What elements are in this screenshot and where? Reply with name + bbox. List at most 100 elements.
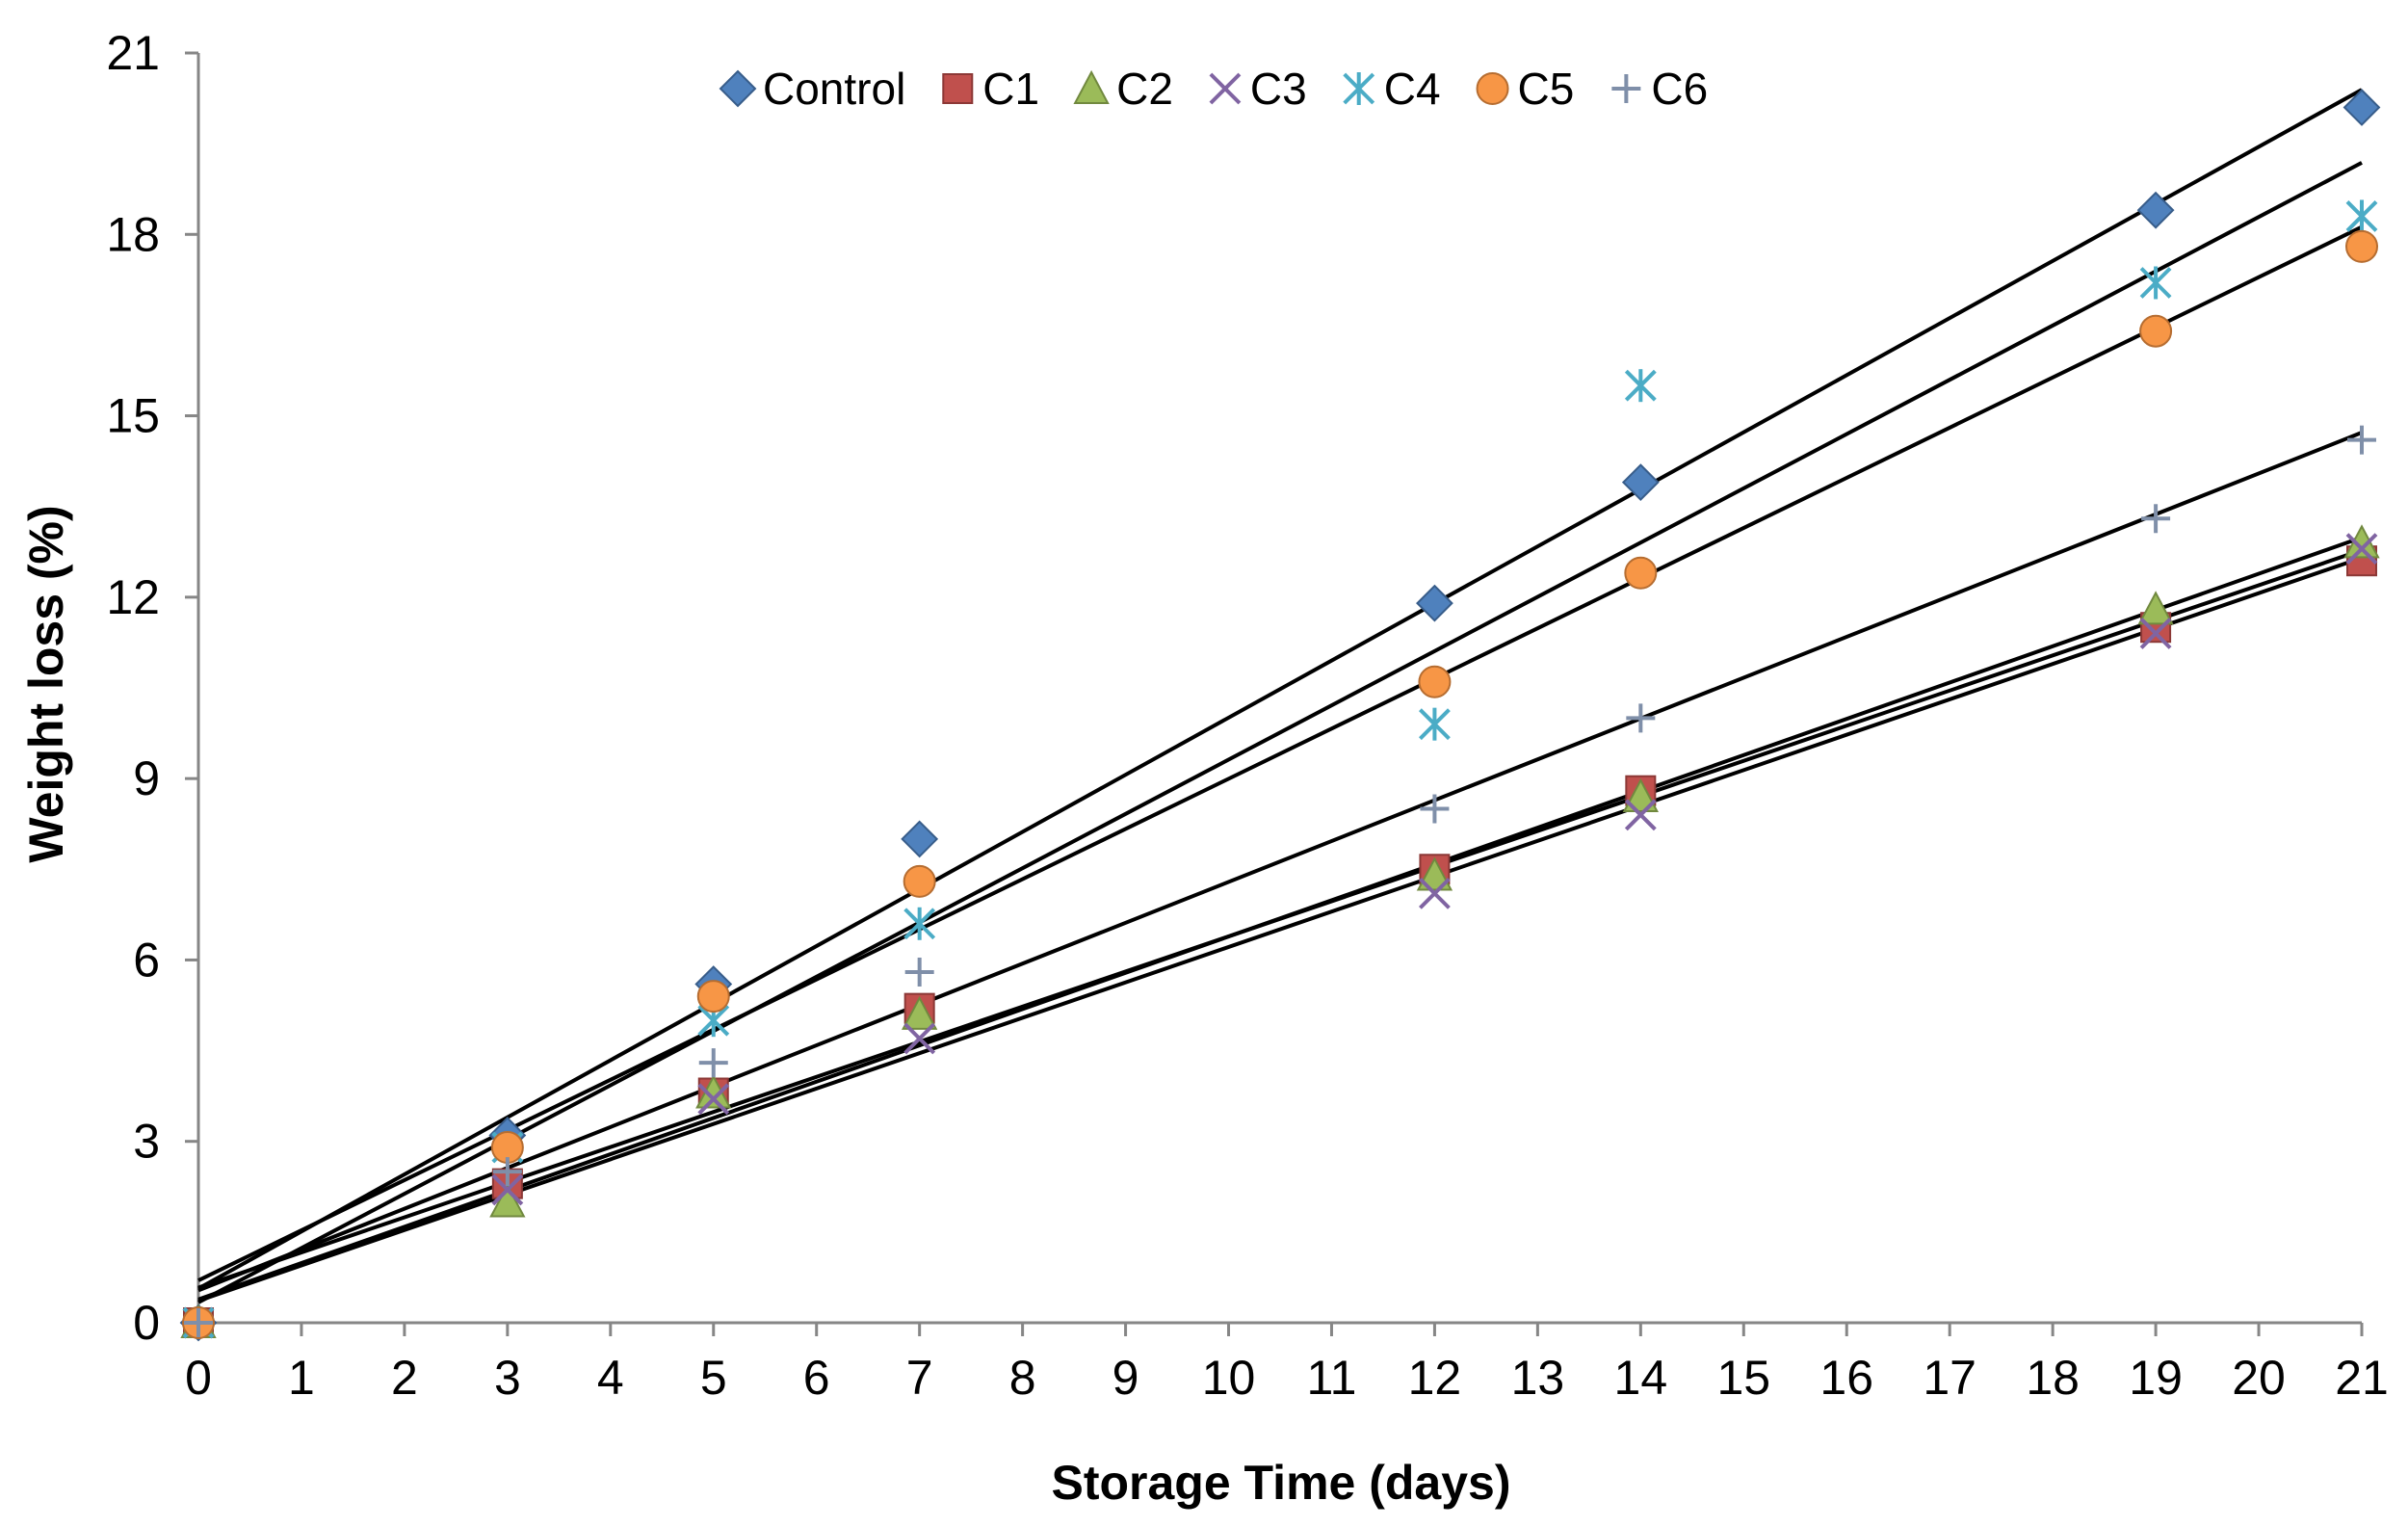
y-axis-title: Weight loss (%) xyxy=(19,505,73,862)
legend-label: C3 xyxy=(1250,64,1307,114)
marker-c3 xyxy=(1624,799,1657,831)
x-tick-label: 14 xyxy=(1614,1351,1668,1405)
legend-label: C2 xyxy=(1116,64,1173,114)
marker-c6 xyxy=(698,1048,728,1078)
x-tick-label: 4 xyxy=(597,1351,624,1405)
trendline-c3 xyxy=(197,556,2363,1303)
x-tick-label: 19 xyxy=(2129,1351,2183,1405)
marker-c3 xyxy=(697,1083,730,1116)
legend-marker-control xyxy=(719,69,757,108)
marker-c6 xyxy=(904,957,934,987)
x-tick-label: 6 xyxy=(803,1351,830,1405)
trendline-c6 xyxy=(197,431,2363,1293)
y-tick-label: 21 xyxy=(106,26,160,80)
y-tick-label: 9 xyxy=(133,751,160,805)
legend-marker-c2 xyxy=(1073,69,1110,104)
marker-c6 xyxy=(184,1308,213,1337)
trendline-c5 xyxy=(197,224,2363,1282)
x-tick-label: 3 xyxy=(494,1351,521,1405)
x-tick-label: 1 xyxy=(288,1351,315,1405)
x-tick-label: 2 xyxy=(391,1351,418,1405)
x-tick-label: 8 xyxy=(1009,1351,1036,1405)
marker-c4 xyxy=(2345,199,2378,233)
legend-label: C5 xyxy=(1518,64,1575,114)
legend-marker-c6 xyxy=(1611,74,1641,103)
marker-c6 xyxy=(1626,703,1656,733)
trendline-c4 xyxy=(197,161,2363,1304)
marker-control xyxy=(1416,584,1453,622)
x-tick-label: 21 xyxy=(2335,1351,2389,1405)
legend-label: C1 xyxy=(982,64,1039,114)
legend-item-c1: C1 xyxy=(942,64,1039,114)
marker-c3 xyxy=(2139,618,2172,649)
x-tick-label: 20 xyxy=(2232,1351,2286,1405)
legend-label: Control xyxy=(763,64,905,114)
legend-marker-c3 xyxy=(1209,72,1242,105)
legend-item-c2: C2 xyxy=(1073,64,1173,114)
x-tick-label: 16 xyxy=(1819,1351,1873,1405)
marker-c3 xyxy=(2345,533,2378,566)
marker-control xyxy=(2136,191,2175,229)
marker-c4 xyxy=(903,907,936,940)
marker-c2 xyxy=(1622,777,1659,812)
marker-control xyxy=(901,820,939,858)
legend-label: C4 xyxy=(1384,64,1441,114)
legend: Control C1 C2 C3 C4 C5 C6 xyxy=(719,64,1708,114)
marker-c4 xyxy=(1624,369,1657,403)
x-tick-label: 5 xyxy=(700,1351,727,1405)
data-markers xyxy=(179,89,2381,1342)
marker-c6 xyxy=(2141,504,2171,534)
x-tick-label: 0 xyxy=(185,1351,212,1405)
x-tick-label: 12 xyxy=(1408,1351,1462,1405)
marker-c5 xyxy=(2345,229,2378,263)
x-axis-title: Storage Time (days) xyxy=(1051,1456,1510,1510)
trendlines xyxy=(197,88,2363,1304)
x-tick-label: 11 xyxy=(1307,1351,1357,1405)
x-tick-label: 15 xyxy=(1716,1351,1770,1405)
legend-marker-c4 xyxy=(1343,72,1375,105)
legend-item-c4: C4 xyxy=(1343,64,1441,114)
marker-c5 xyxy=(1418,665,1452,698)
marker-c2 xyxy=(2137,591,2174,625)
legend-marker-c5 xyxy=(1476,72,1509,105)
marker-c6 xyxy=(2347,425,2376,455)
y-tick-label: 18 xyxy=(106,207,160,261)
legend-item-c6: C6 xyxy=(1611,64,1708,114)
x-tick-label: 10 xyxy=(1202,1351,1256,1405)
marker-c2 xyxy=(489,1183,526,1218)
trendline-c2 xyxy=(197,535,2363,1302)
marker-c3 xyxy=(903,1022,936,1055)
marker-c4 xyxy=(1419,707,1451,741)
x-tick-label: 13 xyxy=(1511,1351,1565,1405)
x-tick-label: 9 xyxy=(1112,1351,1139,1405)
marker-control xyxy=(2343,89,2381,126)
y-tick-label: 3 xyxy=(133,1115,160,1169)
marker-c4 xyxy=(2139,266,2172,300)
marker-c5 xyxy=(903,864,936,898)
legend-marker-c1 xyxy=(942,73,974,104)
legend-item-c3: C3 xyxy=(1209,64,1307,114)
marker-c6 xyxy=(1420,794,1450,824)
legend-item-c5: C5 xyxy=(1476,64,1575,114)
marker-c3 xyxy=(491,1173,524,1206)
y-tick-label: 15 xyxy=(106,389,160,443)
y-tick-label: 0 xyxy=(133,1296,160,1350)
x-tick-label: 18 xyxy=(2026,1351,2080,1405)
y-tick-label: 6 xyxy=(133,933,160,987)
marker-c5 xyxy=(2139,314,2173,348)
marker-c5 xyxy=(696,980,730,1014)
marker-c6 xyxy=(492,1157,522,1187)
marker-c2 xyxy=(902,995,938,1030)
legend-item-control: Control xyxy=(719,64,905,114)
x-tick-label: 17 xyxy=(1923,1351,1976,1405)
marker-control xyxy=(1621,463,1660,502)
marker-c5 xyxy=(1624,556,1658,590)
marker-c3 xyxy=(1419,877,1451,909)
x-tick-label: 7 xyxy=(906,1351,933,1405)
y-tick-label: 12 xyxy=(106,570,160,624)
legend-label: C6 xyxy=(1651,64,1708,114)
marker-c2 xyxy=(1416,856,1453,891)
